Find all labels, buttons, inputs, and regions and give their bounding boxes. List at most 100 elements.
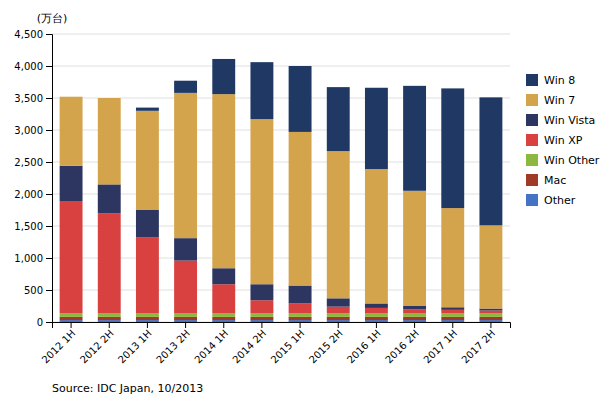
bar [212, 268, 235, 284]
bar [289, 320, 312, 322]
bar [365, 308, 388, 313]
x-tick-label: 2017 1H [421, 328, 459, 366]
bar [441, 310, 464, 313]
bar [136, 317, 159, 320]
x-tick-label: 2014 1H [192, 328, 230, 366]
bar [212, 59, 235, 94]
bar [441, 88, 464, 208]
y-tick-label: 4,000 [14, 61, 43, 72]
bar [479, 317, 502, 320]
x-tick-mark [147, 322, 148, 328]
y-tick-mark [46, 322, 52, 323]
y-axis-label: (万台) [37, 12, 68, 25]
y-tick-label: 2,500 [14, 157, 43, 168]
bar [174, 317, 197, 320]
y-axis-line [46, 35, 53, 323]
grid-line [52, 66, 510, 67]
bar [327, 87, 350, 151]
legend-item: Win 8 [526, 74, 575, 87]
bar [174, 313, 197, 317]
series [60, 317, 503, 320]
y-tick: 500 [24, 285, 52, 296]
y-tick-mark [46, 290, 52, 291]
grid [52, 34, 510, 322]
bar [327, 307, 350, 313]
x-tick: 2012 2H [78, 322, 116, 365]
bar [365, 320, 388, 322]
grid-line [52, 34, 510, 35]
x-tick-mark [452, 322, 453, 328]
legend-swatch [526, 134, 538, 146]
legend-swatch [526, 74, 538, 86]
y-tick-label: 1,000 [14, 253, 43, 264]
bar [212, 317, 235, 320]
bar [289, 66, 312, 132]
legend-item: Other [526, 194, 576, 207]
y-tick-mark [46, 66, 52, 67]
y-tick: 3,500 [14, 93, 52, 104]
bar [250, 300, 273, 313]
x-tick-label: 2012 1H [40, 328, 78, 366]
bar [60, 317, 83, 320]
bar [174, 238, 197, 260]
bar [60, 201, 83, 313]
y-tick: 1,000 [14, 253, 52, 264]
bar [365, 317, 388, 320]
x-tick-mark [109, 322, 110, 328]
bar [98, 98, 121, 99]
bar [174, 320, 197, 322]
y-tick: 4,500 [14, 29, 52, 40]
y-tick-label: 3,000 [14, 125, 43, 136]
x-tick-label: 2017 2H [459, 328, 497, 366]
bar [98, 320, 121, 322]
bar [327, 317, 350, 320]
legend-swatch [526, 194, 538, 206]
legend-label: Win Vista [544, 114, 595, 127]
x-tick-label: 2016 2H [383, 328, 421, 366]
bar [441, 208, 464, 307]
bar [479, 309, 502, 311]
bar [60, 97, 83, 166]
series [60, 166, 503, 311]
legend-label: Win Other [544, 154, 600, 167]
bar [479, 313, 502, 317]
bar [136, 238, 159, 314]
legend-swatch [526, 154, 538, 166]
x-tick-label: 2015 1H [269, 328, 307, 366]
bar [365, 303, 388, 307]
bar [98, 98, 121, 184]
x-tick: 2017 2H [459, 322, 497, 365]
bar [289, 286, 312, 304]
legend-swatch [526, 114, 538, 126]
bar [136, 313, 159, 317]
bars [60, 59, 503, 322]
bar [441, 313, 464, 317]
y-tick-mark [46, 226, 52, 227]
x-tick: 2014 1H [192, 322, 230, 365]
bar [403, 309, 426, 313]
bar [60, 313, 83, 317]
legend-label: Other [544, 194, 576, 207]
legend-label: Win 7 [544, 94, 575, 107]
bar [327, 298, 350, 306]
y-tick-mark [46, 34, 52, 35]
x-tick-mark [338, 322, 339, 328]
legend-item: Win Vista [526, 114, 595, 127]
bar [403, 317, 426, 320]
x-tick-mark [71, 322, 72, 328]
y-tick-label: 0 [37, 317, 43, 328]
bar [479, 97, 502, 225]
bar [212, 94, 235, 268]
y-axis: 05001,0001,5002,0002,5003,0003,5004,0004… [14, 29, 52, 328]
bar [174, 261, 197, 313]
bar [327, 151, 350, 298]
y-tick: 4,000 [14, 61, 52, 72]
y-tick-mark [46, 98, 52, 99]
bar [212, 320, 235, 322]
x-tick: 2013 2H [154, 322, 192, 365]
series [60, 201, 503, 313]
y-tick-mark [46, 162, 52, 163]
legend-label: Mac [544, 174, 566, 187]
bar [289, 132, 312, 286]
bar [403, 86, 426, 191]
